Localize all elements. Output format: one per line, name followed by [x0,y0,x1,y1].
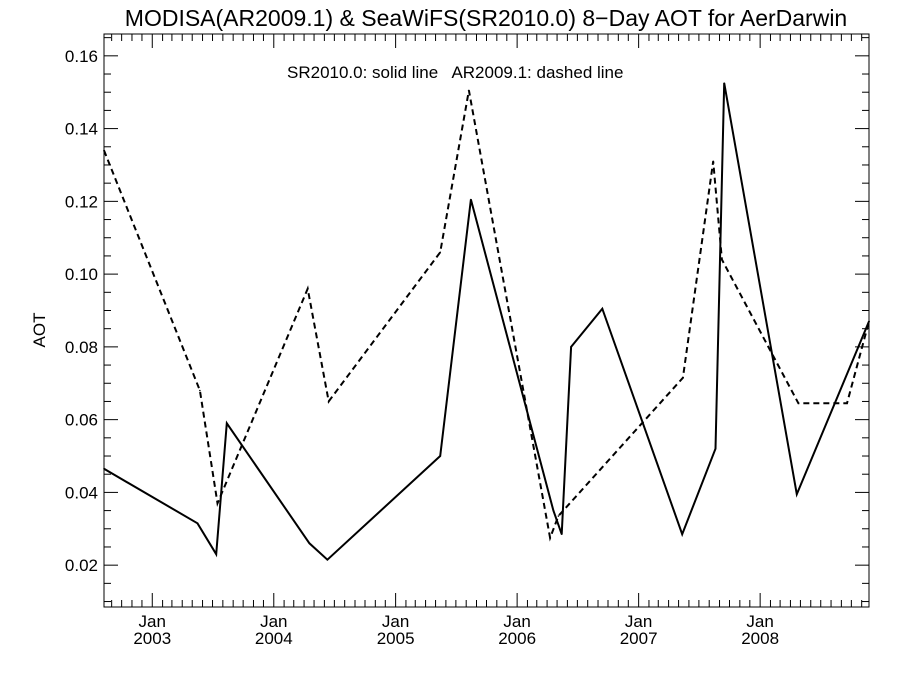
data-point [327,400,330,403]
y-tick-label: 0.16 [65,47,98,66]
x-tick-month-label: Jan [503,612,530,631]
data-point [103,149,105,152]
data-point [196,522,199,525]
x-tick-month-label: Jan [260,612,287,631]
x-tick-month-label: Jan [139,612,166,631]
data-point [570,346,572,348]
y-tick-label: 0.04 [65,483,98,502]
y-tick-label: 0.12 [65,192,98,211]
data-point [681,533,684,536]
chart-title: MODISA(AR2009.1) & SeaWiFS(SR2010.0) 8−D… [125,5,847,31]
data-point [868,320,870,323]
y-tick-label: 0.14 [65,120,98,139]
data-point [216,502,219,505]
x-tick-year-label: 2008 [741,629,779,648]
data-point [439,455,442,457]
data-point [601,307,604,310]
data-point [470,198,472,201]
series-line-ar2009-1 [103,90,870,542]
data-point [468,89,470,92]
data-point [308,542,311,545]
y-tick-label: 0.08 [65,338,98,357]
y-tick-label: 0.02 [65,556,98,575]
x-tick-year-label: 2007 [620,629,658,648]
x-tick-year-label: 2005 [377,629,415,648]
data-point [306,287,309,290]
y-axis: 0.02 0.04 0.06 0.08 0.10 0.12 0.14 0.16 [65,37,869,603]
x-tick-month-label: Jan [746,612,773,631]
data-point [549,537,551,539]
data-point [712,160,715,163]
data-point [439,251,442,254]
data-point [797,402,800,405]
line-style-annotation: SR2010.0: solid line AR2009.1: dashed li… [287,63,623,82]
data-point [795,493,798,496]
data-point [226,422,228,425]
x-tick-year-label: 2003 [133,629,171,648]
data-point [682,377,684,379]
y-tick-label: 0.10 [65,265,98,284]
data-point [714,447,717,450]
x-tick-month-label: Jan [382,612,409,631]
data-point [560,533,563,536]
x-axis: Jan2003Jan2004Jan2005Jan2006Jan2007Jan20… [111,34,863,648]
data-point [557,515,560,517]
data-point [215,553,217,556]
x-tick-year-label: 2006 [498,629,536,648]
series-layer [103,82,870,562]
data-point [199,389,201,392]
data-point [721,258,723,261]
x-tick-month-label: Jan [625,612,652,631]
data-point [103,467,105,470]
data-point [326,558,329,561]
x-tick-year-label: 2004 [255,629,293,648]
data-point [552,509,555,512]
y-axis-label: AOT [30,313,49,348]
data-point [723,82,725,84]
data-point [846,402,848,405]
y-tick-label: 0.06 [65,411,98,430]
